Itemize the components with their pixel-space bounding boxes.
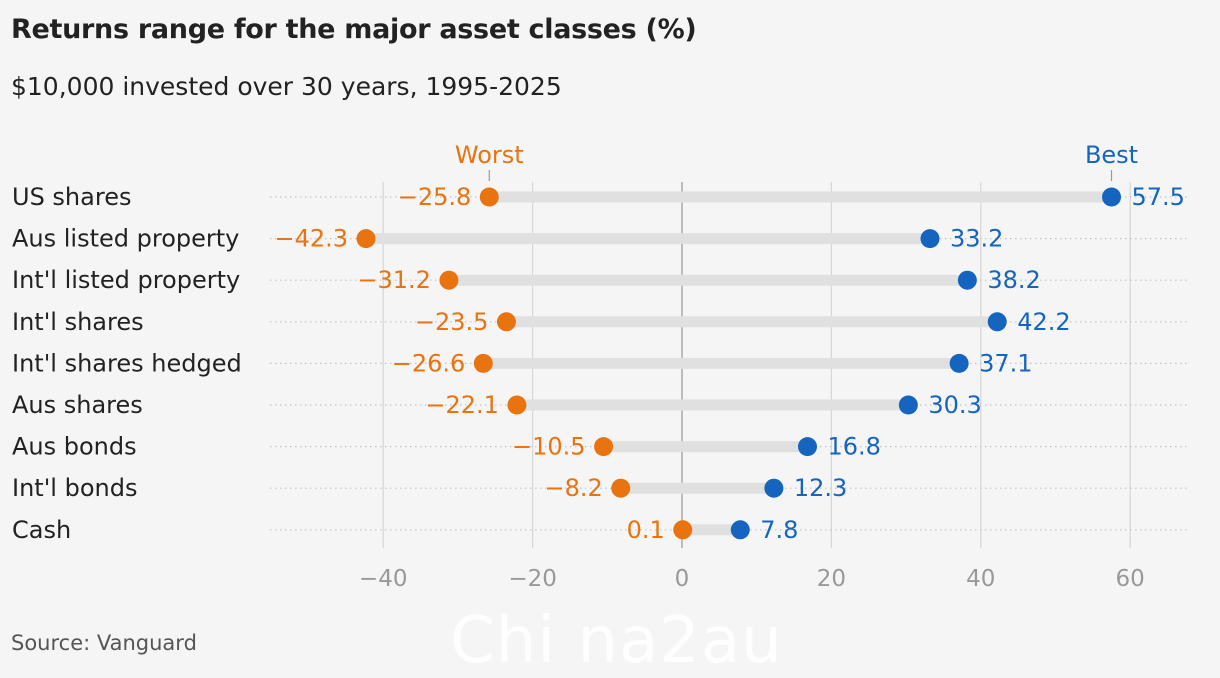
best-value-label: 57.5 — [1132, 183, 1185, 211]
legend-layer: Worst Best — [455, 141, 1138, 181]
x-tick-label: −20 — [508, 566, 557, 592]
best-dot — [797, 437, 817, 457]
x-tick-label: 40 — [966, 566, 995, 592]
category-label: Aus bonds — [12, 433, 137, 461]
row-layer: US shares −25.8 57.5 Aus listed property −42… — [12, 183, 1190, 544]
legend-best: Best — [1085, 141, 1138, 169]
x-tick-label: −40 — [359, 566, 408, 592]
best-dot — [920, 229, 940, 249]
worst-value-label: 0.1 — [627, 516, 665, 544]
best-value-label: 16.8 — [827, 433, 880, 461]
best-value-label: 12.3 — [794, 474, 847, 502]
category-label: Int'l bonds — [12, 474, 137, 502]
best-dot — [764, 478, 784, 498]
category-label: US shares — [12, 183, 131, 211]
category-label: Int'l shares hedged — [12, 349, 242, 377]
best-value-label: 38.2 — [987, 266, 1040, 294]
best-dot — [957, 270, 977, 290]
worst-value-label: −31.2 — [357, 266, 431, 294]
worst-value-label: −26.6 — [392, 349, 466, 377]
worst-value-label: −22.1 — [425, 391, 499, 419]
worst-dot — [507, 395, 527, 415]
worst-value-label: −8.2 — [544, 474, 602, 502]
worst-dot — [594, 437, 614, 457]
best-dot — [949, 353, 969, 373]
best-value-label: 7.8 — [760, 516, 798, 544]
worst-value-label: −23.5 — [415, 308, 489, 336]
x-tick-label: 0 — [675, 566, 690, 592]
chart-title: Returns range for the major asset classe… — [11, 14, 697, 45]
worst-dot — [611, 478, 631, 498]
worst-value-label: −42.3 — [274, 225, 348, 253]
category-label: Int'l listed property — [12, 266, 240, 294]
source-note: Source: Vanguard — [11, 631, 197, 655]
category-label: Cash — [12, 516, 71, 544]
worst-dot — [473, 353, 493, 373]
legend-worst: Worst — [455, 141, 524, 169]
best-value-label: 33.2 — [950, 225, 1003, 253]
worst-value-label: −10.5 — [512, 433, 586, 461]
watermark: Chi na2au — [450, 604, 783, 678]
chart-subtitle: $10,000 invested over 30 years, 1995-202… — [11, 72, 562, 101]
best-dot — [987, 312, 1007, 332]
worst-value-label: −25.8 — [398, 183, 472, 211]
best-value-label: 30.3 — [928, 391, 981, 419]
best-dot — [1102, 187, 1122, 207]
best-dot — [730, 520, 750, 540]
worst-dot — [673, 520, 693, 540]
worst-dot — [356, 229, 376, 249]
x-tick-label: 20 — [817, 566, 846, 592]
best-value-label: 42.2 — [1017, 308, 1070, 336]
best-dot — [898, 395, 918, 415]
category-label: Int'l shares — [12, 308, 144, 336]
x-axis: −40 −20 0 20 40 60 — [359, 566, 1145, 592]
category-label: Aus shares — [12, 391, 143, 419]
best-value-label: 37.1 — [979, 349, 1032, 377]
worst-dot — [439, 270, 459, 290]
x-tick-label: 60 — [1116, 566, 1145, 592]
worst-dot — [479, 187, 499, 207]
worst-dot — [496, 312, 516, 332]
category-label: Aus listed property — [12, 225, 239, 253]
